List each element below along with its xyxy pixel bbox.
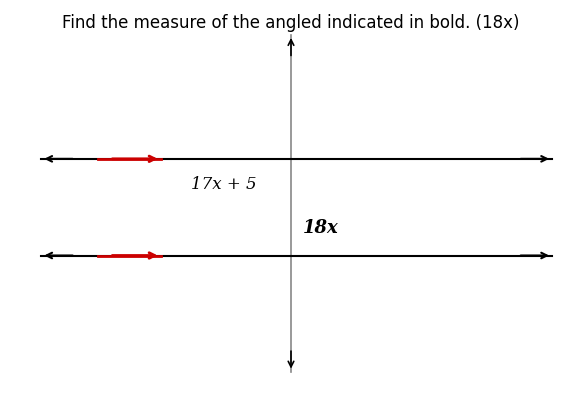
- Text: 17x + 5: 17x + 5: [191, 176, 257, 193]
- Text: 18x: 18x: [302, 219, 338, 237]
- Text: Find the measure of the angled indicated in bold. (18x): Find the measure of the angled indicated…: [62, 14, 520, 32]
